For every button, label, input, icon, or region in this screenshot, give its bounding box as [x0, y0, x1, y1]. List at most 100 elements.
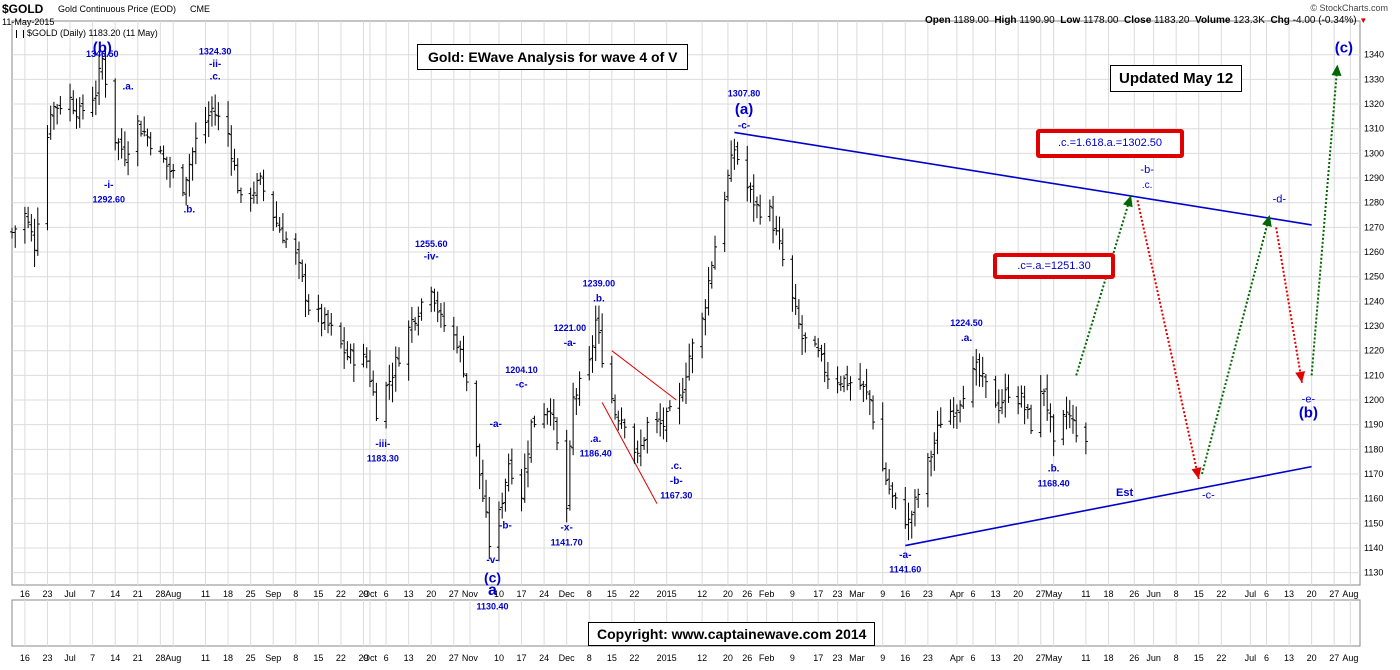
x-tick-label-panel: 15: [313, 653, 323, 663]
x-tick-label-panel: 13: [1284, 653, 1294, 663]
ohlc-readout: Open 1189.00 High 1190.90 Low 1178.00 Cl…: [925, 15, 1367, 26]
wave-label: -b-: [1140, 164, 1154, 176]
y-tick-label: 1140: [1364, 543, 1383, 553]
x-tick-label-panel: Nov: [462, 653, 479, 663]
wave-label: -ii-: [209, 59, 221, 70]
x-tick-label: 8: [587, 589, 592, 599]
wave-label: .b.: [593, 293, 605, 304]
wedge-line-upper: [611, 350, 677, 401]
y-tick-label: 1150: [1364, 518, 1383, 528]
y-tick-label: 1260: [1364, 247, 1384, 257]
x-tick-label-panel: 20: [1307, 653, 1317, 663]
symbol: $GOLD: [2, 2, 44, 16]
x-tick-label: 13: [1284, 589, 1294, 599]
x-tick-label: 18: [1103, 589, 1113, 599]
x-tick-label: 23: [833, 589, 843, 599]
chg-label: Chg: [1270, 15, 1290, 26]
x-tick-label: Dec: [559, 589, 576, 599]
volume-label: Volume: [1195, 15, 1231, 26]
x-tick-label: 25: [246, 589, 256, 599]
wave-label: 1239.00: [583, 279, 616, 289]
y-tick-label: 1220: [1364, 346, 1384, 356]
projection-arrows: [1075, 64, 1342, 480]
x-tick-label: 11: [1081, 589, 1090, 599]
x-tick-label: Feb: [759, 589, 775, 599]
y-tick-label: 1340: [1364, 50, 1384, 60]
x-tick-label-panel: Mar: [849, 653, 865, 663]
x-tick-label-panel: Feb: [759, 653, 775, 663]
wave-label: 1307.80: [728, 89, 761, 99]
target-box-upper: .c.=1.618.a.=1302.50: [1036, 129, 1184, 158]
x-tick-label: 16: [20, 589, 30, 599]
y-tick-label: 1270: [1364, 222, 1384, 232]
x-tick-label-panel: Jul: [64, 653, 76, 663]
projection-line: [1310, 64, 1339, 376]
x-tick-label-panel: Dec: [559, 653, 576, 663]
legend-swatch: [16, 29, 24, 38]
x-tick-label-panel: 9: [790, 653, 795, 663]
x-tick-label: 7: [90, 589, 95, 599]
bottom-panel-frame: [11, 599, 1361, 647]
volume-value: 123.3K: [1233, 15, 1265, 26]
x-tick-label-panel: May: [1045, 653, 1063, 663]
x-tick-label: 6: [1264, 589, 1269, 599]
wave-label: -iii-: [375, 439, 390, 450]
y-tick-label: 1310: [1364, 124, 1384, 134]
x-tick-label-panel: 16: [900, 653, 910, 663]
wave-label: a: [488, 582, 497, 599]
wave-label: 1324.30: [199, 47, 232, 57]
trendlines: [601, 131, 1312, 547]
y-tick-label: 1200: [1364, 395, 1384, 405]
x-tick-label-panel: 7: [90, 653, 95, 663]
y-tick-label: 1330: [1364, 74, 1384, 84]
x-tick-label-panel: 15: [1194, 653, 1204, 663]
x-tick-label-panel: 21: [133, 653, 143, 663]
symbol-name: Gold Continuous Price (EOD): [58, 4, 177, 14]
y-tick-label: 1210: [1364, 370, 1384, 380]
x-tick-label: 23: [42, 589, 52, 599]
x-tick-label-panel: 14: [110, 653, 120, 663]
x-tick-label: Oct: [363, 589, 378, 599]
x-tick-label-panel: 25: [246, 653, 256, 663]
x-tick-label: 22: [336, 589, 346, 599]
wave-label: -b-: [670, 476, 683, 487]
wave-label: (b): [93, 39, 112, 56]
x-tick-label-panel: 22: [336, 653, 346, 663]
x-tick-label-panel: 6: [1264, 653, 1269, 663]
x-tick-label-panel: 28: [155, 653, 165, 663]
x-tick-label-panel: 27: [449, 653, 459, 663]
high-value: 1190.90: [1019, 15, 1055, 26]
x-tick-label-panel: Jun: [1146, 653, 1161, 663]
x-tick-label: 16: [900, 589, 910, 599]
wave-label: 1221.00: [554, 323, 587, 333]
close-value: 1183.20: [1154, 15, 1190, 26]
y-tick-label: 1130: [1364, 568, 1383, 578]
x-tick-label: 2015: [657, 589, 677, 599]
x-tick-label: 20: [723, 589, 733, 599]
projection-arrowhead: [1295, 371, 1306, 383]
wave-label: (a): [735, 101, 753, 118]
wedge-line-lower: [601, 402, 658, 504]
x-tick-label: 20: [426, 589, 436, 599]
grid: [11, 20, 1361, 647]
wave-labels: 1346.50(b).a.1324.30-ii-.c.-i-1292.60.b.…: [86, 39, 1353, 611]
x-tick-label-panel: 13: [991, 653, 1001, 663]
y-tick-label: 1280: [1364, 198, 1384, 208]
x-axis: 16162323JulJul77141421212828AugAug111118…: [20, 589, 1358, 663]
x-tick-label-panel: 23: [42, 653, 52, 663]
x-tick-label: 13: [991, 589, 1001, 599]
x-tick-label-panel: Aug: [165, 653, 181, 663]
x-tick-label-panel: 20: [1013, 653, 1023, 663]
projection-line: [1201, 214, 1271, 475]
y-tick-label: 1230: [1364, 321, 1384, 331]
x-tick-label: 27: [1329, 589, 1339, 599]
wave-label: 1183.30: [367, 454, 399, 464]
x-tick-label: Sep: [265, 589, 281, 599]
wave-label: (c): [1335, 39, 1353, 56]
x-tick-label-panel: Aug: [1342, 653, 1358, 663]
down-arrow-icon: ▼: [1359, 16, 1368, 25]
x-tick-label: 10: [494, 589, 504, 599]
x-tick-label-panel: 23: [923, 653, 933, 663]
trendline-lower: [905, 465, 1312, 547]
